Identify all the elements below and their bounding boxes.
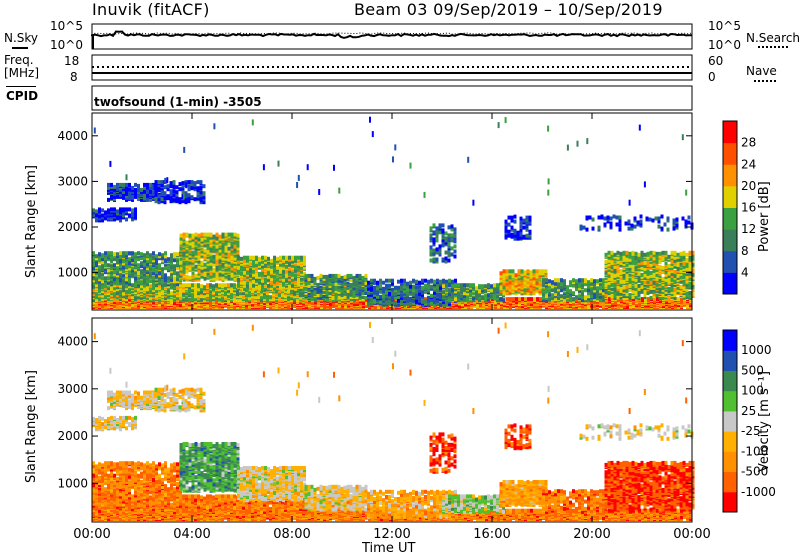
velocity-cell bbox=[524, 509, 527, 513]
velocity-cell bbox=[218, 494, 221, 498]
velocity-cell bbox=[512, 509, 515, 513]
velocity-cell bbox=[209, 494, 212, 498]
power-cell bbox=[245, 298, 248, 302]
velocity-cell bbox=[197, 494, 200, 498]
velocity-cell bbox=[149, 501, 152, 505]
velocity-cell bbox=[182, 494, 185, 498]
velocity-cell bbox=[221, 494, 224, 498]
power-cell bbox=[188, 283, 191, 287]
power-cell bbox=[230, 283, 233, 287]
power-cell bbox=[197, 283, 200, 287]
power-cell bbox=[266, 298, 269, 302]
power-cell bbox=[224, 283, 227, 287]
power-cell bbox=[536, 297, 539, 301]
velocity-cell bbox=[269, 507, 272, 511]
power-cell bbox=[515, 297, 518, 301]
velocity-cell bbox=[170, 503, 173, 507]
velocity-cell bbox=[185, 494, 188, 498]
power-cell bbox=[170, 291, 173, 295]
power-cell bbox=[212, 284, 215, 288]
power-cell bbox=[227, 283, 230, 287]
power-cell bbox=[185, 283, 188, 287]
power-cell bbox=[533, 297, 536, 301]
power-cell bbox=[131, 283, 134, 287]
velocity-cell bbox=[149, 495, 152, 499]
velocity-cell bbox=[233, 494, 236, 498]
power-cell bbox=[221, 283, 224, 287]
power-cell bbox=[155, 283, 158, 287]
power-cell bbox=[203, 285, 206, 289]
velocity-cell bbox=[209, 505, 212, 509]
power-cell bbox=[122, 284, 125, 288]
velocity-cell bbox=[266, 510, 269, 514]
power-cell bbox=[527, 297, 530, 301]
power-cell bbox=[194, 287, 197, 291]
power-cell bbox=[509, 297, 512, 301]
power-cell bbox=[506, 297, 509, 301]
velocity-cell bbox=[248, 505, 251, 509]
velocity-cell bbox=[206, 494, 209, 498]
velocity-cell bbox=[203, 497, 206, 501]
power-cell bbox=[182, 283, 185, 287]
velocity-cell bbox=[527, 509, 530, 513]
velocity-cell bbox=[506, 509, 509, 513]
velocity-cell bbox=[194, 494, 197, 498]
power-cell bbox=[233, 283, 236, 287]
velocity-cell bbox=[521, 509, 524, 513]
power-cell bbox=[215, 283, 218, 287]
velocity-cell bbox=[122, 495, 125, 499]
velocity-cell bbox=[245, 510, 248, 514]
velocity-cell bbox=[530, 509, 533, 513]
velocity-cell bbox=[536, 509, 539, 513]
velocity-cell bbox=[518, 509, 521, 513]
noise-search-line bbox=[92, 33, 692, 34]
velocity-cell bbox=[194, 499, 197, 503]
power-cell bbox=[200, 284, 203, 288]
power-cell bbox=[149, 289, 152, 293]
power-cell bbox=[209, 283, 212, 287]
velocity-cell bbox=[509, 509, 512, 513]
velocity-cell bbox=[188, 494, 191, 498]
power-cell bbox=[209, 293, 212, 297]
power-cell bbox=[524, 297, 527, 301]
power-cell bbox=[539, 297, 542, 301]
power-cell bbox=[206, 283, 209, 287]
velocity-cell bbox=[212, 495, 215, 499]
power-cell bbox=[149, 284, 152, 288]
noise-sky-line bbox=[92, 32, 692, 38]
velocity-cell bbox=[224, 494, 227, 498]
velocity-cell bbox=[215, 494, 218, 498]
power-cell bbox=[218, 283, 221, 287]
velocity-cell bbox=[230, 494, 233, 498]
power-cell bbox=[194, 283, 197, 287]
velocity-cell bbox=[539, 509, 542, 513]
velocity-cell bbox=[533, 509, 536, 513]
velocity-cell bbox=[200, 495, 203, 499]
power-cell bbox=[530, 297, 533, 301]
velocity-cell bbox=[155, 494, 158, 498]
power-cell bbox=[512, 297, 515, 301]
power-cell bbox=[248, 293, 251, 297]
velocity-cell bbox=[191, 494, 194, 498]
power-cell bbox=[521, 297, 524, 301]
velocity-cell bbox=[131, 494, 134, 498]
power-cell bbox=[191, 283, 194, 287]
power-cell bbox=[269, 295, 272, 299]
power-cell bbox=[518, 297, 521, 301]
velocity-cell bbox=[227, 494, 230, 498]
velocity-cell bbox=[515, 509, 518, 513]
